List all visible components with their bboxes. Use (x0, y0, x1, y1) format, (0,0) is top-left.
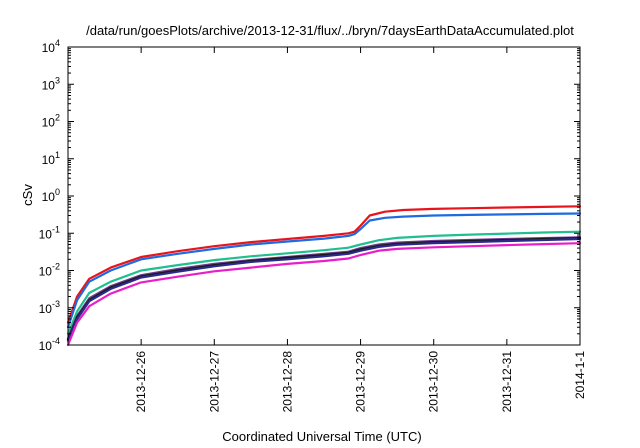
y-tick-base: 10 (39, 302, 53, 316)
y-tick-label: 104 (42, 38, 60, 55)
y-tick-label: 10-2 (39, 262, 60, 279)
y-tick-exponent: 4 (55, 38, 60, 48)
y-tick-base: 10 (42, 78, 56, 92)
x-tick-label: 2013-12-26 (134, 351, 148, 413)
plot-frame (67, 46, 581, 346)
y-tick-base: 10 (39, 265, 53, 279)
y-tick-exponent: 1 (55, 150, 60, 160)
y-tick-exponent: 3 (55, 75, 60, 85)
y-tick-base: 10 (42, 190, 56, 204)
y-tick-label: 100 (42, 187, 60, 204)
x-tick-label: 2013-12-28 (280, 351, 294, 413)
y-tick-base: 10 (39, 339, 53, 353)
series-line-2 (66, 212, 582, 329)
y-tick-label: 10-1 (39, 224, 60, 241)
y-tick-label: 101 (42, 150, 60, 167)
y-tick-base: 10 (42, 153, 56, 167)
x-tick-label: 2013-12-27 (207, 351, 221, 413)
chart-title: /data/run/goesPlots/archive/2013-12-31/f… (86, 23, 574, 38)
y-tick-label: 103 (42, 75, 60, 92)
y-tick-base: 10 (39, 227, 53, 241)
y-tick-exponent: -1 (52, 224, 60, 234)
y-tick-exponent: 2 (55, 113, 60, 123)
y-tick-exponent: -3 (52, 299, 60, 309)
y-tick-exponent: 0 (55, 187, 60, 197)
ticks-layer: 10-410-310-210-11001011021031042013-12-2… (39, 38, 587, 412)
x-tick-label: 2013-12-29 (354, 351, 368, 413)
x-tick-label: 2013-12-31 (500, 351, 514, 413)
x-tick-label: 2014-1-1 (573, 351, 587, 399)
series-layer (66, 205, 582, 347)
y-tick-label: 10-3 (39, 299, 60, 316)
y-tick-base: 10 (42, 41, 56, 55)
series-line-3 (66, 230, 582, 335)
y-tick-label: 102 (42, 113, 60, 130)
y-axis-label: cSv (20, 184, 35, 206)
x-tick-label: 2013-12-30 (427, 351, 441, 413)
series-line-7 (66, 242, 582, 347)
y-tick-label: 10-4 (39, 336, 60, 353)
y-tick-exponent: -4 (52, 336, 60, 346)
series-line-6 (66, 237, 582, 342)
y-tick-base: 10 (42, 116, 56, 130)
x-axis-label: Coordinated Universal Time (UTC) (222, 429, 421, 444)
y-tick-exponent: -2 (52, 262, 60, 272)
series-line-4 (66, 236, 582, 340)
series-line-1 (66, 205, 582, 324)
